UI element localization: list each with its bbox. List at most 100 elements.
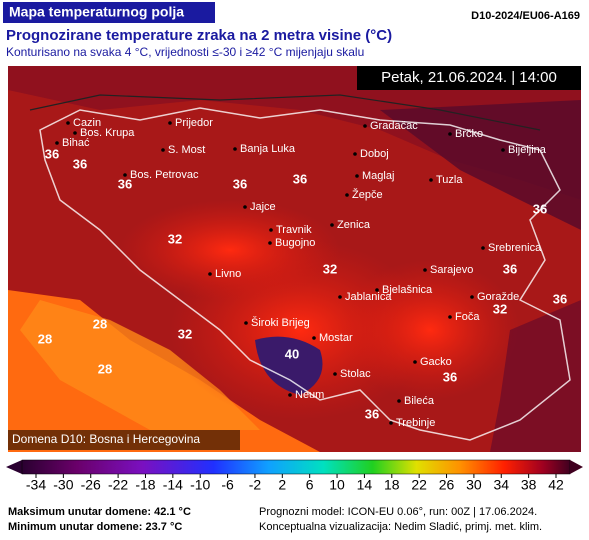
contour-label: 36 [233,176,247,191]
city-dot [333,372,337,376]
city-dot [470,295,474,299]
city-label: Bugojno [275,237,315,249]
city-dot [269,228,273,232]
city-label: Mostar [319,332,353,344]
city-dot [123,173,127,177]
colorbar-tick-label: -18 [135,477,155,493]
colorbar-tick-label: 2 [278,477,286,493]
city-dot [161,148,165,152]
timestamp: Petak, 21.06.2024. | 14:00 [381,69,557,86]
colorbar-tick-label: 34 [493,477,509,493]
city-dot [168,121,172,125]
city-label: Jajce [250,201,276,213]
city-label: Stolac [340,368,371,380]
max: Maksimum unutar domene: 42.1 °C [8,506,191,518]
min: Minimum unutar domene: 23.7 °C [8,521,182,533]
city-dot [312,336,316,340]
contour-label: 36 [503,261,517,276]
code: D10-2024/EU06-A169 [471,10,580,22]
colorbar-tick-label: 6 [306,477,314,493]
city-label: Foča [455,311,480,323]
colorbar-tick-label: 30 [466,477,482,493]
city-label: Doboj [360,148,389,160]
colorbar-tick-label: -22 [108,477,128,493]
contour-label: 36 [73,156,87,171]
contour-label: 36 [533,201,547,216]
city-label: Bijeljina [508,144,547,156]
contour-label: 32 [168,231,182,246]
city-label: Gradačac [370,120,418,132]
city-label: Sarajevo [430,264,473,276]
credit: Konceptualna vizualizacija: Nedim Sladić… [259,521,542,533]
map [8,66,581,452]
city-dot [244,321,248,325]
colorbar-tick-label: -10 [190,477,210,493]
city-dot [413,360,417,364]
city-dot [375,288,379,292]
city-label: S. Most [168,144,205,156]
city-dot [363,124,367,128]
city-label: Brčko [455,128,483,140]
colorbar-tick-label: -26 [81,477,101,493]
colorbar-tick-label: -30 [53,477,73,493]
contour-label: 32 [493,301,507,316]
city-label: Bjelašnica [382,284,433,296]
title: Mapa temperaturnog polja [9,4,184,20]
city-label: Trebinje [396,417,435,429]
city-label: Jablanica [345,291,392,303]
city-dot [268,241,272,245]
city-dot [448,132,452,136]
colorbar-tick-label: 14 [357,477,373,493]
city-dot [208,272,212,276]
city-dot [338,295,342,299]
colorbar-tick-label: -14 [163,477,183,493]
contour-label: 36 [45,146,59,161]
city-label: Maglaj [362,170,394,182]
colorbar-tick-label: 18 [384,477,400,493]
city-dot [481,246,485,250]
timestamp-box [357,66,581,90]
domain-box [8,430,240,450]
contour-label: 32 [323,261,337,276]
city-label: Bos. Petrovac [130,169,199,181]
colorbar-tick-label: -34 [26,477,46,493]
domain: Domena D10: Bosna i Hercegovina [12,432,200,446]
city-label: Goražde [477,291,519,303]
subtitle: Prognozirane temperature zraka na 2 metr… [6,27,392,44]
city-dot [345,193,349,197]
city-label: Srebrenica [488,242,542,254]
colorbar-tick-label: 26 [439,477,455,493]
contour-label: 28 [38,331,52,346]
colorbar-tick-label: -2 [249,477,262,493]
city-label: Bileća [404,395,435,407]
city-dot [501,148,505,152]
colorbar-tick-label: 10 [329,477,345,493]
city-dot [288,393,292,397]
city-label: Banja Luka [240,143,296,155]
city-label: Livno [215,268,241,280]
city-dot [429,178,433,182]
city-label: Prijedor [175,117,213,129]
city-label: Bos. Krupa [80,127,135,139]
city-dot [355,174,359,178]
colorbar-tick-label: 38 [521,477,537,493]
city-dot [243,205,247,209]
contour-label: 36 [553,291,567,306]
city-dot [448,315,452,319]
city-dot [66,121,70,125]
colorbar [6,459,583,475]
city-label: Cazin [73,117,101,129]
model: Prognozni model: ICON-EU 0.06°, run: 00Z… [259,506,537,518]
city-label: Bihać [62,137,90,149]
city-label: Tuzla [436,174,463,186]
contour-label: 36 [118,176,132,191]
contour-label: 36 [365,406,379,421]
contour-label: 32 [178,326,192,341]
contour-label: 36 [443,369,457,384]
city-dot [423,268,427,272]
contour-label: 28 [98,361,112,376]
title-box [3,2,215,23]
city-dot [73,131,77,135]
city-label: Gacko [420,356,452,368]
